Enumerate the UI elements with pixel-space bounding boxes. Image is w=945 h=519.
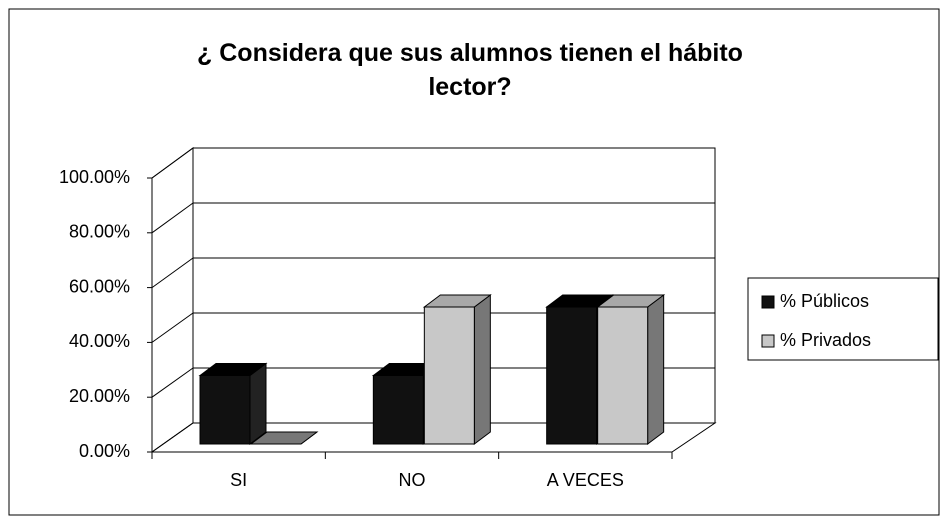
legend-label: % Privados (780, 330, 871, 350)
grid-line (151, 257, 194, 289)
y-tick-label: 60.00% (69, 276, 130, 296)
bar-side (647, 294, 665, 445)
grid-line (151, 367, 194, 398)
y-tick-label: 80.00% (69, 222, 130, 242)
bar-front (372, 375, 424, 445)
bar-front (423, 306, 475, 445)
side-wall (151, 147, 194, 453)
bar-side (249, 362, 267, 445)
y-tick-label: 0.00% (79, 441, 130, 461)
grid-line (151, 422, 194, 453)
bar-side (473, 294, 491, 445)
y-tick-label: 20.00% (69, 386, 130, 406)
y-tick-label: 40.00% (69, 331, 130, 351)
chart-title: ¿ Considera que sus alumnos tienen el há… (197, 39, 743, 101)
bar (596, 294, 666, 445)
bar-top (249, 431, 319, 445)
grid-line (151, 147, 194, 179)
bar (422, 294, 492, 445)
bar-front (597, 306, 649, 445)
bar (198, 362, 268, 445)
bar-front (546, 306, 598, 445)
y-tick-label: 100.00% (59, 167, 130, 187)
grid-line (151, 312, 194, 343)
x-tick-label: A VECES (547, 470, 624, 490)
bar-front (199, 375, 251, 445)
x-tick-label: SI (230, 470, 247, 490)
legend-swatch (761, 334, 775, 348)
grid-line (151, 202, 194, 234)
legend-box (747, 277, 939, 361)
legend-label: % Públicos (780, 291, 869, 311)
x-tick-label: NO (399, 470, 426, 490)
bar (249, 431, 319, 445)
legend-swatch (761, 295, 775, 309)
